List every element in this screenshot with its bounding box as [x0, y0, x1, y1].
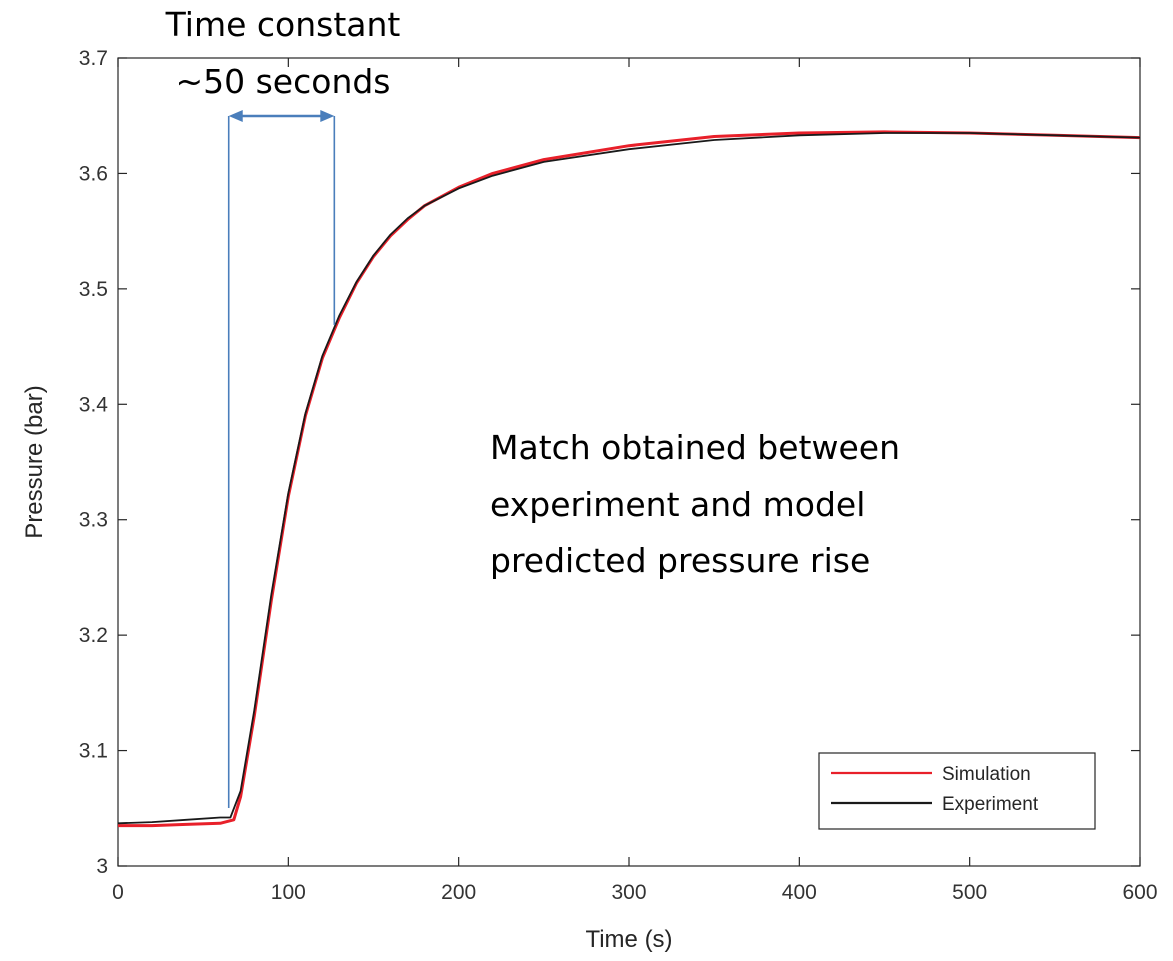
y-tick-label: 3.7	[79, 47, 108, 70]
match-text-line-3: predicted pressure rise	[490, 541, 870, 580]
y-tick-label: 3.1	[79, 740, 108, 763]
y-tick-label: 3.2	[79, 624, 108, 647]
y-tick-label: 3.6	[79, 162, 108, 185]
y-tick-labels: 3 3.1 3.2 3.3 3.4 3.5 3.6 3.7	[79, 47, 109, 878]
x-axis-label: Time (s)	[585, 926, 672, 953]
x-tick-labels: 0 100 200 300 400 500 600	[112, 881, 1157, 904]
time-constant-annotation: Time constant ~50 seconds	[165, 5, 401, 808]
y-tick-label: 3.3	[79, 509, 108, 532]
x-tick-label: 100	[271, 881, 306, 904]
y-tick-label: 3	[96, 855, 108, 878]
legend-label-experiment: Experiment	[942, 794, 1039, 815]
time-constant-value: ~50 seconds	[175, 62, 390, 101]
x-tick-label: 300	[611, 881, 646, 904]
x-tick-label: 500	[952, 881, 987, 904]
x-tick-label: 0	[112, 881, 124, 904]
arrowhead-left-icon	[228, 110, 243, 122]
match-text-line-1: Match obtained between	[490, 428, 900, 467]
x-tick-label: 400	[782, 881, 817, 904]
match-annotation: Match obtained between experiment and mo…	[490, 428, 900, 580]
series-lines	[117, 130, 1141, 828]
y-tick-label: 3.4	[79, 393, 109, 416]
y-axis-label: Pressure (bar)	[21, 385, 48, 538]
plot-area	[117, 57, 1141, 867]
match-text-line-2: experiment and model	[490, 485, 865, 524]
x-tick-label: 200	[441, 881, 476, 904]
axis-ticks	[117, 57, 1141, 867]
arrowhead-right-icon	[320, 110, 335, 122]
legend-label-simulation: Simulation	[942, 764, 1031, 785]
time-constant-label: Time constant	[165, 5, 401, 44]
series-line-experiment	[117, 132, 1141, 825]
x-tick-label: 600	[1122, 881, 1157, 904]
legend-box	[818, 752, 1096, 830]
y-tick-label: 3.5	[79, 278, 108, 301]
legend: Simulation Experiment	[818, 752, 1096, 830]
